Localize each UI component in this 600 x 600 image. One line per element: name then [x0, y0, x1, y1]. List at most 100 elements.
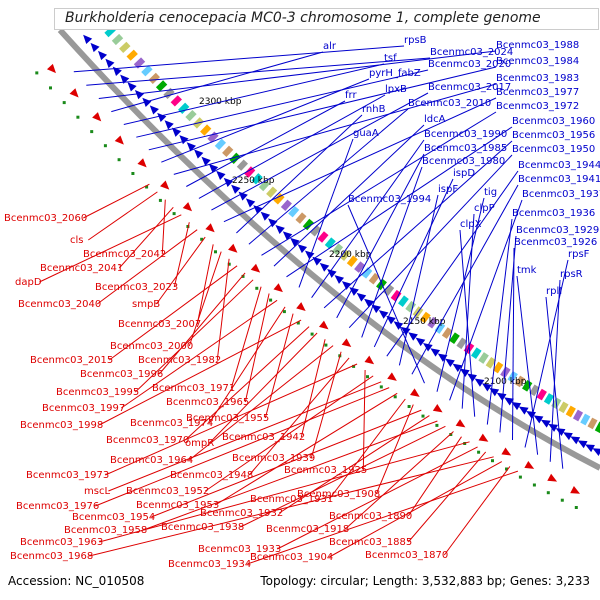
reverse-label-leader [108, 381, 382, 492]
cog-category-strip [141, 65, 153, 77]
forward-label-leader [336, 153, 425, 319]
forward-label-leader [211, 92, 429, 211]
reverse-gene-arrow [501, 447, 512, 456]
forward-gene-arrow [245, 198, 256, 208]
cog-category-strip [229, 152, 241, 164]
reverse-gene-arrow [160, 180, 170, 190]
tick-dot [352, 364, 356, 368]
reverse-gene-label: Bcenmc03_2000 [110, 341, 193, 352]
forward-gene-arrow [275, 224, 285, 234]
reverse-label-leader [83, 183, 150, 219]
reverse-label-leader [277, 446, 478, 550]
tick-dot [241, 274, 245, 278]
tick-dot [76, 115, 80, 119]
reverse-gene-arrow [137, 158, 147, 168]
cog-category-strip [587, 417, 598, 430]
reverse-label-leader [109, 265, 238, 361]
reverse-gene-label: dapD [15, 277, 42, 288]
cog-category-strip [478, 352, 489, 364]
forward-gene-arrow [312, 256, 322, 266]
tick-dot [532, 483, 536, 487]
reverse-label-leader [196, 244, 214, 325]
reverse-gene-label: Bcenmc03_1963 [20, 537, 103, 548]
reverse-label-leader [329, 461, 503, 558]
reverse-gene-arrow [432, 404, 443, 413]
cog-category-strip [456, 337, 468, 350]
kbp-tick-label: 2100 kbp [484, 377, 527, 387]
tick-dot [214, 250, 217, 254]
forward-gene-label: Bcenmc03_2024 [430, 47, 513, 58]
cog-category-strip [170, 95, 182, 107]
forward-gene-label: Bcenmc03_2020 [428, 59, 511, 70]
reverse-label-leader [209, 332, 318, 444]
reverse-label-leader [188, 345, 334, 461]
cog-category-strip [288, 205, 300, 218]
reverse-gene-label: Bcenmc03_1998 [20, 420, 103, 431]
forward-label-leader [373, 178, 454, 348]
tick-dot [518, 475, 522, 479]
forward-gene-label: lpxB [385, 84, 407, 95]
forward-gene-label: tig [484, 187, 497, 198]
forward-gene-arrow [341, 281, 352, 290]
forward-gene-arrow [90, 42, 100, 53]
forward-label-leader [461, 213, 475, 409]
forward-gene-arrow [555, 428, 566, 437]
reverse-gene-label: Bcenmc03_1970 [106, 435, 189, 446]
forward-label-leader [524, 259, 569, 448]
forward-gene-arrow [474, 378, 485, 387]
forward-gene-arrow [260, 211, 271, 221]
forward-label-leader [516, 275, 539, 455]
forward-gene-arrow [297, 244, 308, 254]
forward-label-leader [436, 197, 485, 392]
forward-gene-arrow [186, 142, 196, 152]
forward-label-leader [298, 138, 354, 288]
reverse-gene-label: cls [70, 235, 84, 246]
reverse-gene-arrow [228, 243, 238, 253]
kbp-tick-label: 2150 kbp [403, 317, 446, 327]
reverse-gene-label: Bcenmc03_2023 [95, 282, 178, 293]
tick-dot [200, 237, 204, 241]
tick-dot [393, 395, 397, 399]
cog-category-strip [405, 300, 417, 313]
forward-gene-arrow [164, 120, 174, 130]
forward-gene-arrow [179, 135, 189, 145]
reverse-gene-arrow [341, 338, 352, 348]
reverse-label-leader [173, 222, 190, 288]
reverse-gene-label: Bcenmc03_1931 [250, 494, 333, 505]
reverse-gene-label: Bcenmc03_1955 [186, 413, 269, 424]
kbp-tick-label: 2200 kbp [329, 250, 372, 260]
cog-category-strip [376, 278, 387, 291]
forward-gene-arrow [393, 321, 404, 330]
reverse-label-leader [105, 363, 358, 476]
reverse-label-leader [248, 357, 350, 476]
reverse-gene-label: Bcenmc03_2060 [4, 213, 87, 224]
tick-dot [49, 86, 52, 90]
forward-gene-label: ispD [453, 168, 475, 179]
cog-category-strip [500, 366, 511, 379]
forward-label-leader [223, 97, 497, 223]
reverse-gene-arrow [205, 223, 215, 233]
forward-gene-label: clpX [460, 219, 482, 230]
forward-gene-arrow [282, 231, 293, 241]
reverse-gene-label: Bcenmc03_2007 [118, 319, 201, 330]
forward-gene-arrow [231, 184, 241, 194]
cog-category-strip [324, 237, 336, 249]
reverse-gene-label: Bcenmc03_1965 [166, 397, 249, 408]
forward-gene-label: Bcenmc03_1988 [496, 40, 579, 51]
forward-gene-arrow [445, 358, 455, 367]
reverse-gene-label: Bcenmc03_1942 [222, 432, 305, 443]
forward-gene-arrow [533, 415, 544, 424]
reverse-label-leader [89, 456, 494, 557]
reverse-gene-arrow [46, 63, 56, 74]
reverse-label-leader [158, 272, 246, 375]
reverse-gene-label: Bcenmc03_1953 [136, 500, 219, 511]
forward-label-leader [148, 66, 497, 151]
cog-category-strip [558, 401, 569, 414]
reverse-label-leader [407, 451, 487, 543]
forward-gene-label: Bcenmc03_1983 [496, 73, 579, 84]
reverse-gene-label: Bcenmc03_1982 [138, 355, 221, 366]
cog-category-strip [280, 199, 292, 212]
tick-dot [131, 172, 135, 175]
reverse-label-leader [208, 306, 286, 424]
reverse-gene-label: Bcenmc03_1997 [42, 403, 125, 414]
